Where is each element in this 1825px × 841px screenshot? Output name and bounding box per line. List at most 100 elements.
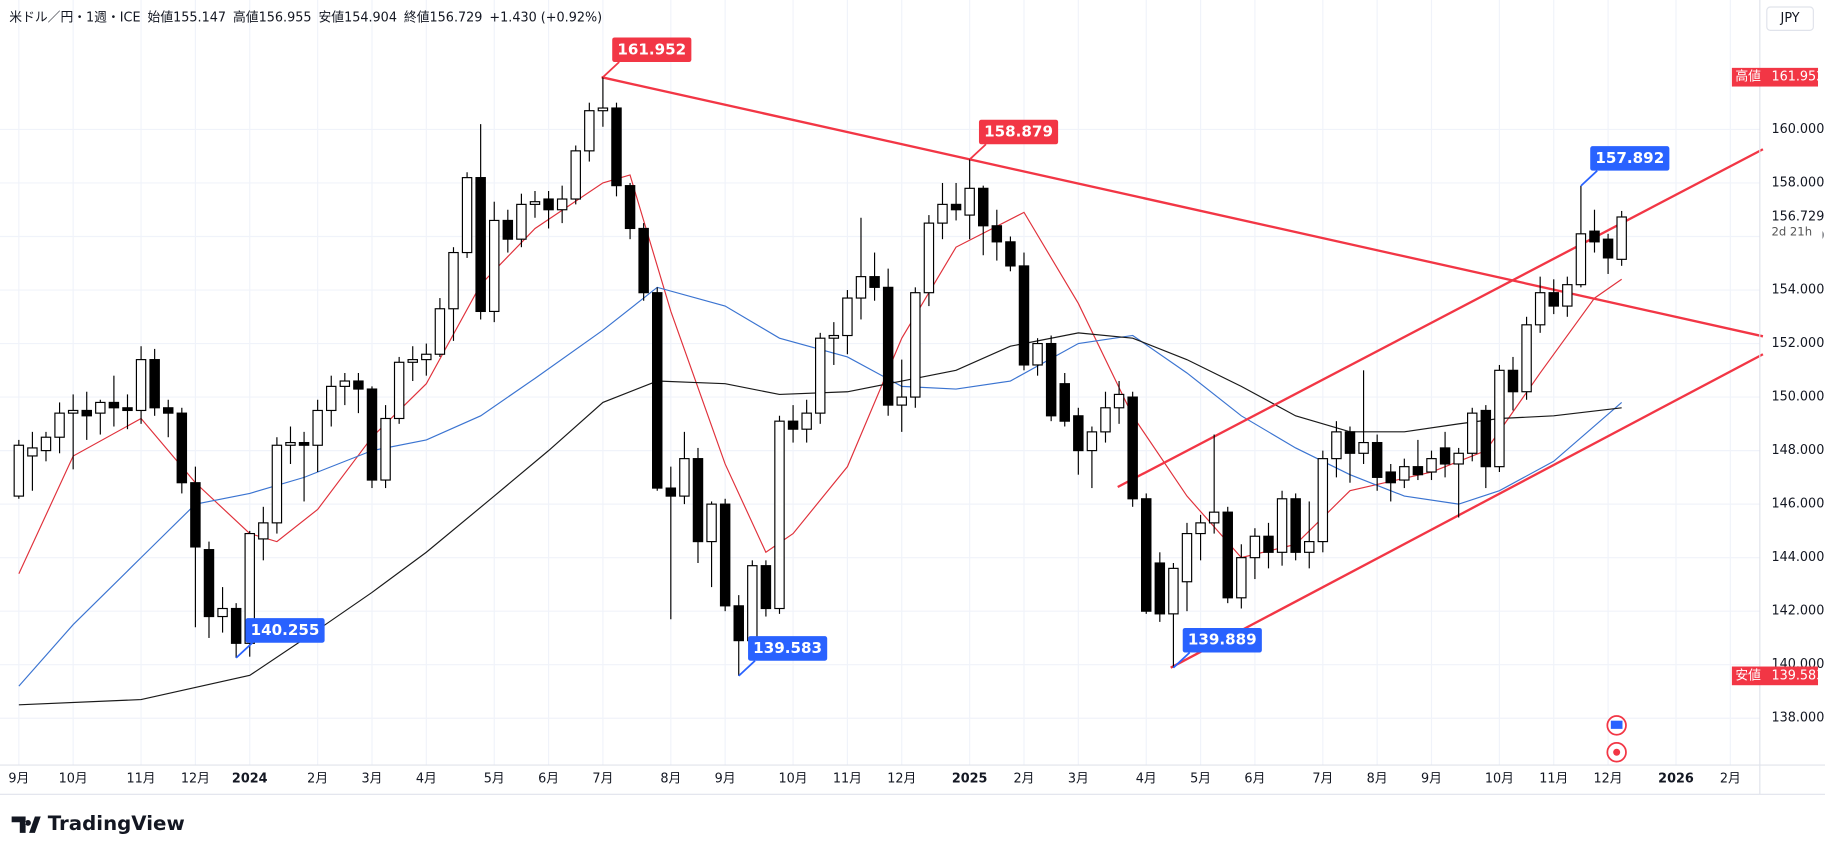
candle-body [570, 150, 581, 200]
x-tick-label: 10月 [59, 772, 88, 787]
candle-body [828, 334, 840, 339]
candle-body [1059, 383, 1070, 422]
candle-body [855, 276, 867, 299]
candle-body [1426, 458, 1437, 473]
candle-body [1222, 511, 1233, 599]
candle-body [1399, 466, 1410, 481]
candle-body [516, 203, 527, 240]
candle-body [964, 187, 975, 216]
annotation-pointer [235, 642, 254, 659]
candle-body [1548, 292, 1559, 307]
field-label: 終値 [404, 9, 430, 25]
candle-body [326, 385, 337, 412]
candle-body [448, 251, 459, 310]
moving-average [18, 286, 1623, 687]
candle-body [244, 532, 255, 644]
field-label: 高値 [233, 9, 259, 25]
annotation-pointer [738, 660, 756, 677]
candle-body [339, 380, 351, 387]
candle-body [176, 412, 188, 484]
x-tick-label: 3月 [1068, 772, 1089, 787]
candle-body [1100, 407, 1111, 433]
candle-body [1208, 511, 1220, 524]
candle-body [652, 292, 663, 489]
candle-body [882, 286, 894, 406]
y-tick-label: 142.000 [1771, 604, 1824, 619]
annotation-pointer [1580, 170, 1598, 187]
field-value: 154.904 [344, 10, 397, 25]
x-tick-label: 5月 [484, 772, 505, 787]
candle-body [910, 292, 921, 398]
x-tick-label: 2024 [232, 772, 268, 787]
logo-text: TradingView [48, 812, 185, 835]
candle-body [1385, 471, 1396, 484]
candle-body [434, 308, 446, 355]
currency[interactable]: JPY [1780, 11, 1800, 26]
symbol: 米ドル／円・1週・ICE [9, 10, 140, 25]
candle-body [95, 401, 106, 414]
price-label-box [1731, 67, 1819, 87]
x-tick-label: 2月 [1720, 772, 1741, 787]
candle-body [54, 412, 65, 438]
candle-body [298, 441, 310, 446]
candle-body [543, 198, 554, 211]
x-tick-label: 12月 [1594, 772, 1623, 787]
candle-body [638, 227, 649, 294]
candle-body [679, 458, 690, 497]
candle-body [1127, 396, 1138, 500]
candle-body [135, 359, 147, 412]
y-tick-label: 152.000 [1771, 336, 1824, 351]
candle-body [1562, 284, 1573, 307]
field-label: 始値 [148, 9, 174, 25]
x-tick-label: 2月 [1014, 772, 1035, 787]
candle-body [461, 177, 473, 254]
candle-body [393, 361, 405, 420]
candle-body [1358, 441, 1369, 454]
x-tick-label: 12月 [887, 772, 916, 787]
x-tick-label: 4月 [416, 772, 437, 787]
trendline [1170, 353, 1764, 669]
candle-body [1507, 369, 1519, 393]
y-tick-label: 154.000 [1771, 283, 1824, 298]
price-label-name: 高値 [1735, 69, 1761, 85]
candle-body [271, 444, 283, 524]
y-tick-label: 158.000 [1771, 175, 1824, 190]
plot-area: 161.952 158.879 157.892 140.255 139.583 139.8… [13, 37, 1764, 706]
countdown: 2d 21h [1771, 225, 1812, 239]
x-tick-label: 10月 [779, 772, 808, 787]
annotation-label: 139.889 [1188, 631, 1257, 649]
candle-body [1263, 535, 1274, 553]
x-tick-label: 6月 [1244, 772, 1265, 787]
candle-body [760, 565, 772, 610]
candle-body [991, 225, 1003, 243]
candle-body [122, 407, 133, 412]
x-tick-label: 9月 [1421, 772, 1442, 787]
field-value: 155.147 [173, 10, 226, 25]
x-tick-label: 4月 [1136, 772, 1157, 787]
candle-body [1412, 466, 1424, 476]
candle-body [1371, 441, 1383, 478]
candle-body [719, 503, 731, 607]
candle-body [475, 177, 486, 313]
x-tick-label: 5月 [1190, 772, 1211, 787]
last-price-box [1762, 207, 1823, 243]
y-tick-label: 144.000 [1771, 550, 1824, 565]
candle-body [692, 458, 704, 543]
candle-body [1032, 342, 1043, 366]
candle-body [13, 444, 25, 497]
candle-body [162, 407, 174, 414]
annotation-box [748, 636, 828, 661]
candle-body [1467, 412, 1478, 454]
candle-body [1317, 458, 1329, 543]
trendline [1117, 148, 1764, 489]
candle-body [815, 337, 826, 414]
annotation-box [978, 119, 1059, 145]
candle-body [597, 107, 609, 112]
candle-body [923, 222, 935, 294]
currency-button[interactable] [1766, 6, 1814, 31]
x-tick-label: 11月 [833, 772, 862, 787]
candle-body [217, 607, 228, 618]
candle-body [747, 565, 758, 642]
